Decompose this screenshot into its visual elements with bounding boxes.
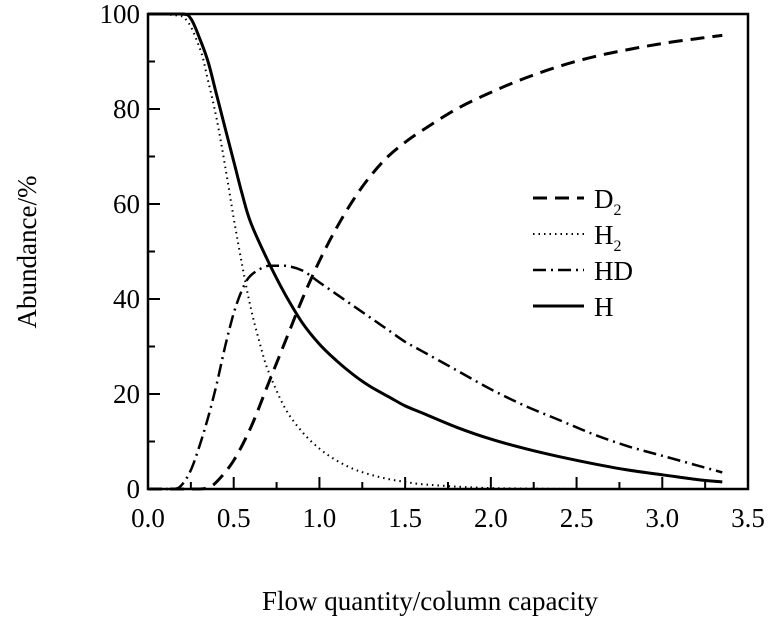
legend-label: HD (594, 256, 633, 286)
x-tick-label-2: 1.0 (303, 503, 337, 533)
y-axis-title: Abundance/% (12, 176, 42, 329)
x-tick-label-6: 3.0 (645, 503, 679, 533)
legend-label: H (594, 292, 614, 322)
axis-ticks (147, 13, 749, 490)
series-line-d2 (148, 33, 723, 491)
x-axis-title: Flow quantity/column capacity (262, 586, 598, 616)
legend-item-h2: H2 (533, 220, 622, 255)
y-tick-label-2: 40 (113, 284, 140, 314)
x-tick-label-7: 3.5 (731, 503, 765, 533)
x-tick-labels: 0.0 0.5 1.0 1.5 2.0 2.5 3.0 3.5 (131, 503, 765, 533)
x-tick-label-5: 2.5 (560, 503, 594, 533)
y-tick-labels: 0 20 40 60 80 100 (100, 0, 141, 504)
series-line-h (148, 12, 723, 484)
series-line-hd (148, 264, 723, 491)
y-tick-label-0: 0 (127, 474, 141, 504)
x-tick-label-4: 2.0 (474, 503, 508, 533)
plot-frame (146, 12, 750, 491)
x-tick-label-0: 0.0 (131, 503, 165, 533)
legend-item-d2: D2 (533, 184, 622, 219)
y-tick-label-1: 20 (113, 379, 140, 409)
y-tick-label-5: 100 (100, 0, 141, 29)
x-tick-label-1: 0.5 (217, 503, 251, 533)
legend-item-h: H (533, 292, 614, 322)
y-tick-label-4: 80 (113, 94, 140, 124)
series-line-h2 (147, 13, 723, 491)
x-tick-label-3: 1.5 (388, 503, 422, 533)
series-lines (147, 12, 723, 491)
legend-label: D2 (594, 184, 622, 219)
y-tick-label-3: 60 (113, 189, 140, 219)
legend-item-hd: HD (533, 256, 633, 286)
legend-label: H2 (594, 220, 622, 255)
